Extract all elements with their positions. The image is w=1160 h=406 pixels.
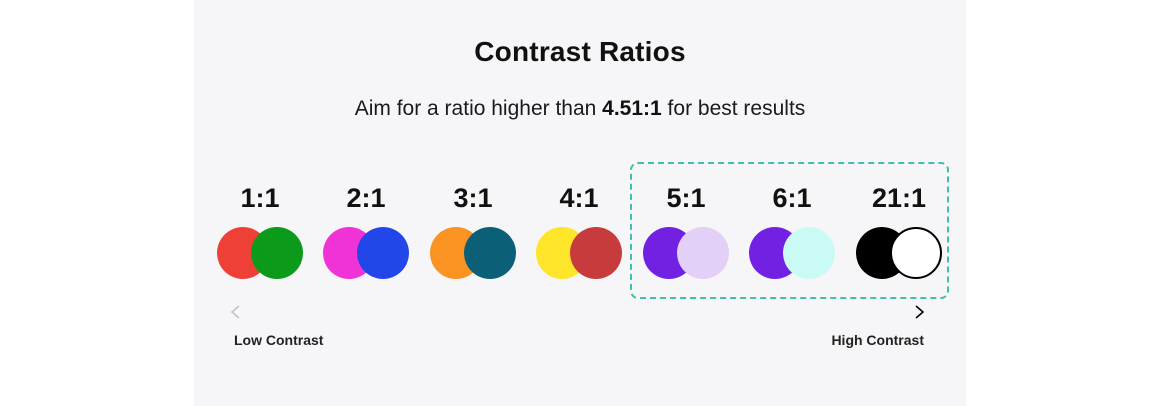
front-color-circle xyxy=(890,227,942,279)
contrast-panel: Contrast Ratios Aim for a ratio higher t… xyxy=(194,0,966,406)
recommended-range-box xyxy=(630,162,949,299)
front-color-circle xyxy=(251,227,303,279)
page-title: Contrast Ratios xyxy=(474,36,686,67)
contrast-scale-arrow xyxy=(230,305,925,319)
ratio-label: 21:1 xyxy=(871,183,927,213)
subtitle-emphasis: 4.51:1 xyxy=(602,97,662,120)
subtitle-prefix: Aim for a ratio higher than xyxy=(354,97,603,120)
front-color-circle xyxy=(357,227,409,279)
front-color-circle xyxy=(464,227,516,279)
high-contrast-label: High Contrast xyxy=(831,332,924,348)
subtitle: Aim for a ratio higher than 4.51:1 for b… xyxy=(194,97,966,121)
front-color-circle xyxy=(783,227,835,279)
front-color-circle xyxy=(570,227,622,279)
subtitle-suffix: for best results xyxy=(661,97,806,120)
ratio-label: 3:1 xyxy=(453,183,493,213)
ratio-label: 5:1 xyxy=(666,183,706,213)
front-color-circle xyxy=(677,227,729,279)
ratio-label: 2:1 xyxy=(346,183,386,213)
scale-arrowhead-right xyxy=(915,305,925,319)
ratio-label: 4:1 xyxy=(559,183,599,213)
ratio-label: 1:1 xyxy=(240,183,280,213)
scale-arrowhead-left xyxy=(230,305,240,319)
low-contrast-label: Low Contrast xyxy=(234,332,324,348)
ratio-label: 6:1 xyxy=(772,183,812,213)
